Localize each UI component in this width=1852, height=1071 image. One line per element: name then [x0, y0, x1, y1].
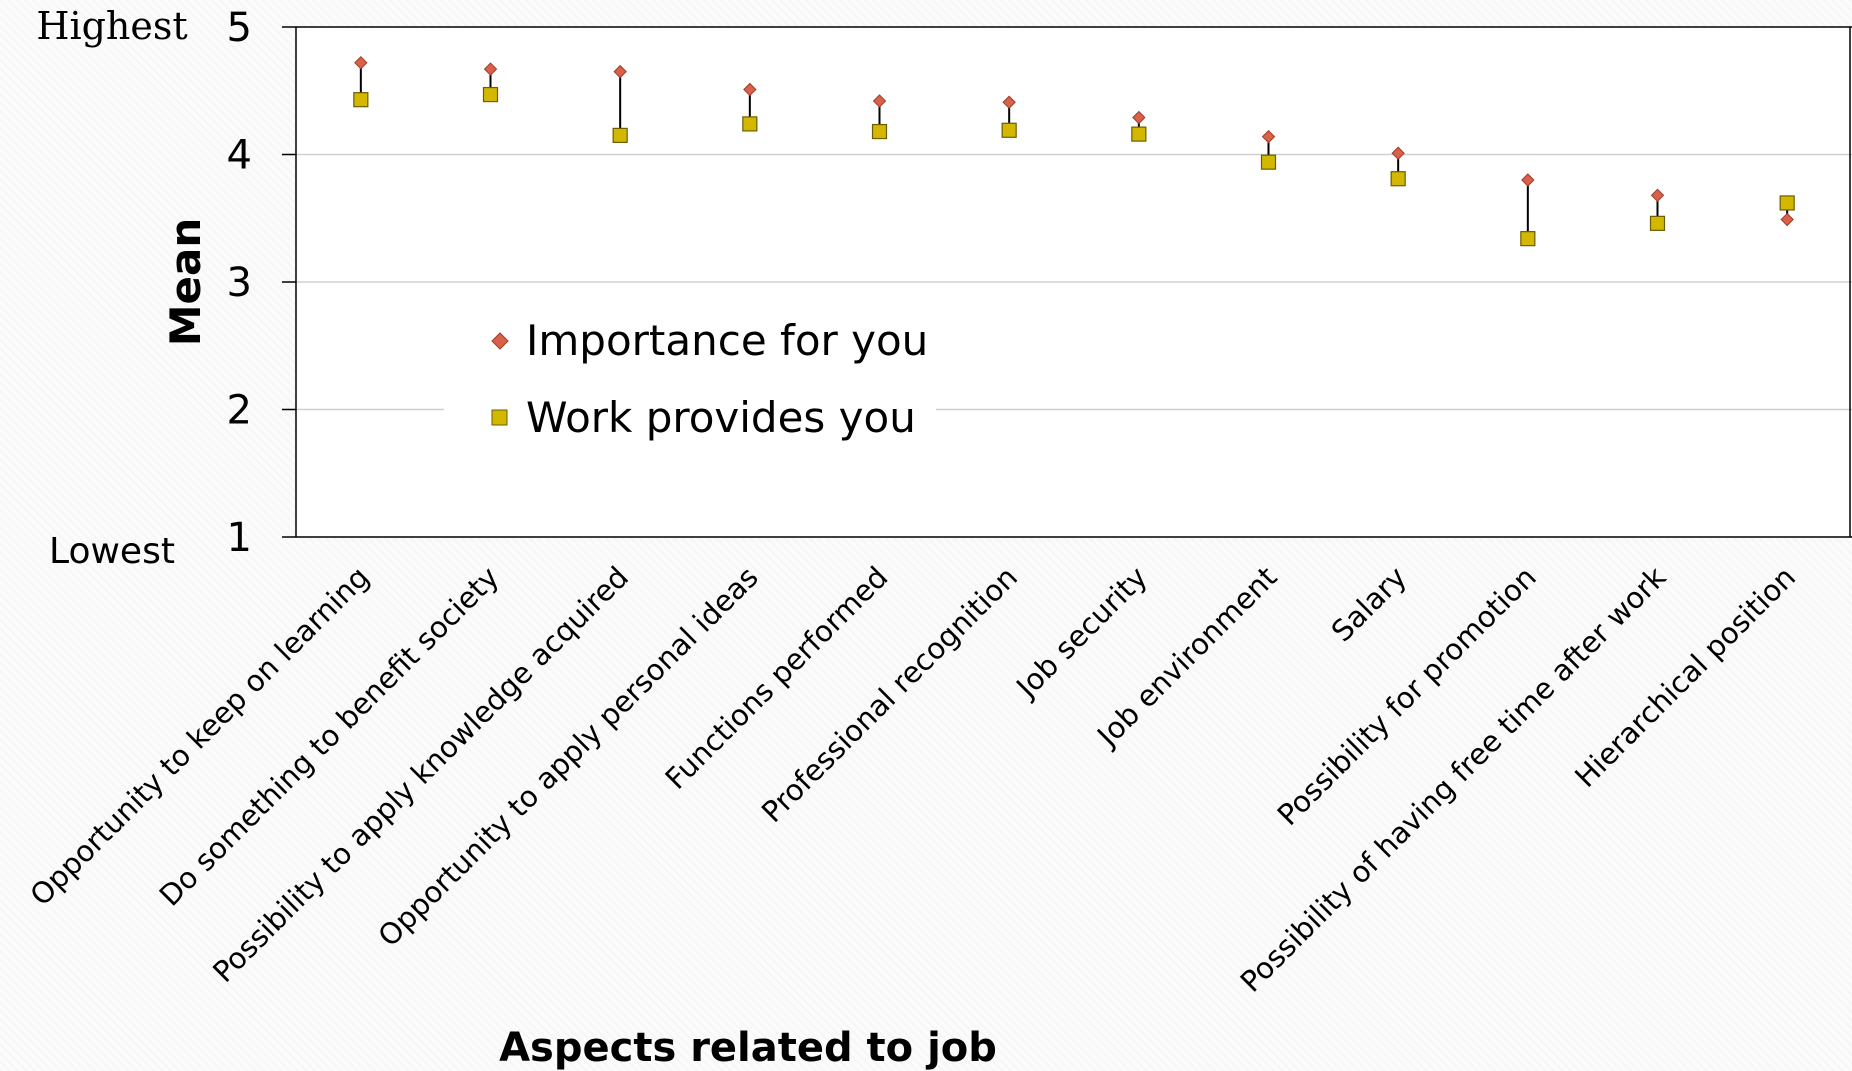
x-category-label: Functions performed	[658, 560, 894, 796]
importance-point	[483, 62, 498, 76]
work-provides-point	[1520, 231, 1536, 247]
work-provides-point	[1131, 126, 1147, 142]
importance-point	[354, 55, 368, 70]
y-axis-title: Mean	[161, 218, 210, 347]
y-tick-label: 4	[227, 133, 252, 179]
work-provides-point	[1649, 215, 1666, 231]
work-provides-point	[1260, 154, 1277, 170]
legend-diamond-icon	[491, 332, 509, 350]
importance-point	[1391, 146, 1405, 160]
x-category-label: Professional recognition	[755, 560, 1024, 829]
x-axis-title: Aspects related to job	[499, 1025, 997, 1071]
work-provides-point	[612, 127, 628, 143]
highest-label: Highest	[36, 4, 187, 48]
legend-label-work: Work provides you	[526, 393, 916, 442]
work-provides-point	[871, 123, 888, 140]
lowest-label: Lowest	[49, 531, 175, 572]
importance-point	[1002, 95, 1016, 109]
y-ticks: 1 2 3 4 5	[227, 5, 296, 561]
y-tick-label: 2	[227, 388, 252, 434]
importance-point	[1132, 110, 1146, 125]
importance-point	[872, 94, 887, 108]
x-category-label: Job security	[1008, 560, 1153, 705]
work-provides-point	[742, 116, 758, 132]
x-category-label: Salary	[1325, 560, 1413, 648]
y-tick-label: 1	[227, 515, 252, 561]
importance-point	[1780, 212, 1794, 227]
importance-point	[743, 82, 757, 97]
legend-box	[444, 298, 936, 454]
work-provides-point	[482, 86, 499, 103]
x-category-label: Hierarchical position	[1568, 560, 1802, 794]
y-tick-label: 5	[227, 5, 252, 51]
legend: Importance for you Work provides you	[444, 298, 936, 454]
legend-square-icon	[491, 409, 508, 426]
x-category-label: Possibility for promotion	[1271, 560, 1543, 832]
work-provides-point	[353, 92, 369, 108]
y-tick-label: 3	[227, 260, 252, 306]
markers	[353, 55, 1795, 247]
importance-point	[1261, 129, 1276, 144]
work-provides-point	[1779, 195, 1795, 211]
legend-label-importance: Importance for you	[526, 316, 928, 365]
importance-point	[613, 64, 627, 79]
work-provides-point	[1390, 171, 1406, 187]
importance-point	[1521, 173, 1535, 187]
work-provides-point	[1001, 122, 1017, 138]
importance-point	[1650, 188, 1665, 203]
